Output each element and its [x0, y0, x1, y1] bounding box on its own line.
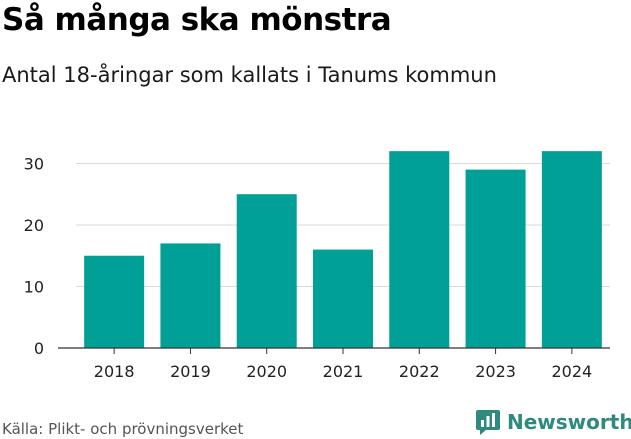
bar [84, 255, 145, 348]
brand: Newsworthy [475, 407, 631, 437]
x-tick-label: 2024 [551, 362, 592, 381]
y-tick-label: 10 [24, 277, 44, 296]
x-tick-label: 2021 [323, 362, 364, 381]
x-tick-label: 2020 [246, 362, 287, 381]
bar [389, 151, 450, 348]
x-tick-label: 2022 [399, 362, 440, 381]
chart-title: Så många ska mönstra [2, 2, 392, 38]
bar [313, 249, 373, 348]
brand-name: Newsworthy [507, 410, 631, 434]
bar [236, 194, 297, 348]
x-tick-label: 2023 [475, 362, 516, 381]
y-tick-label: 0 [34, 339, 44, 358]
source-note: Källa: Plikt- och prövningsverket [2, 420, 244, 438]
bar [465, 169, 526, 348]
chart-subtitle: Antal 18-åringar som kallats i Tanums ko… [2, 63, 497, 87]
bar [160, 243, 221, 348]
x-tick-label: 2019 [170, 362, 211, 381]
newsworthy-logo-icon [476, 410, 500, 435]
bar [541, 151, 602, 348]
x-tick-label: 2018 [94, 362, 135, 381]
y-tick-label: 20 [24, 216, 44, 235]
y-tick-label: 30 [24, 154, 44, 173]
